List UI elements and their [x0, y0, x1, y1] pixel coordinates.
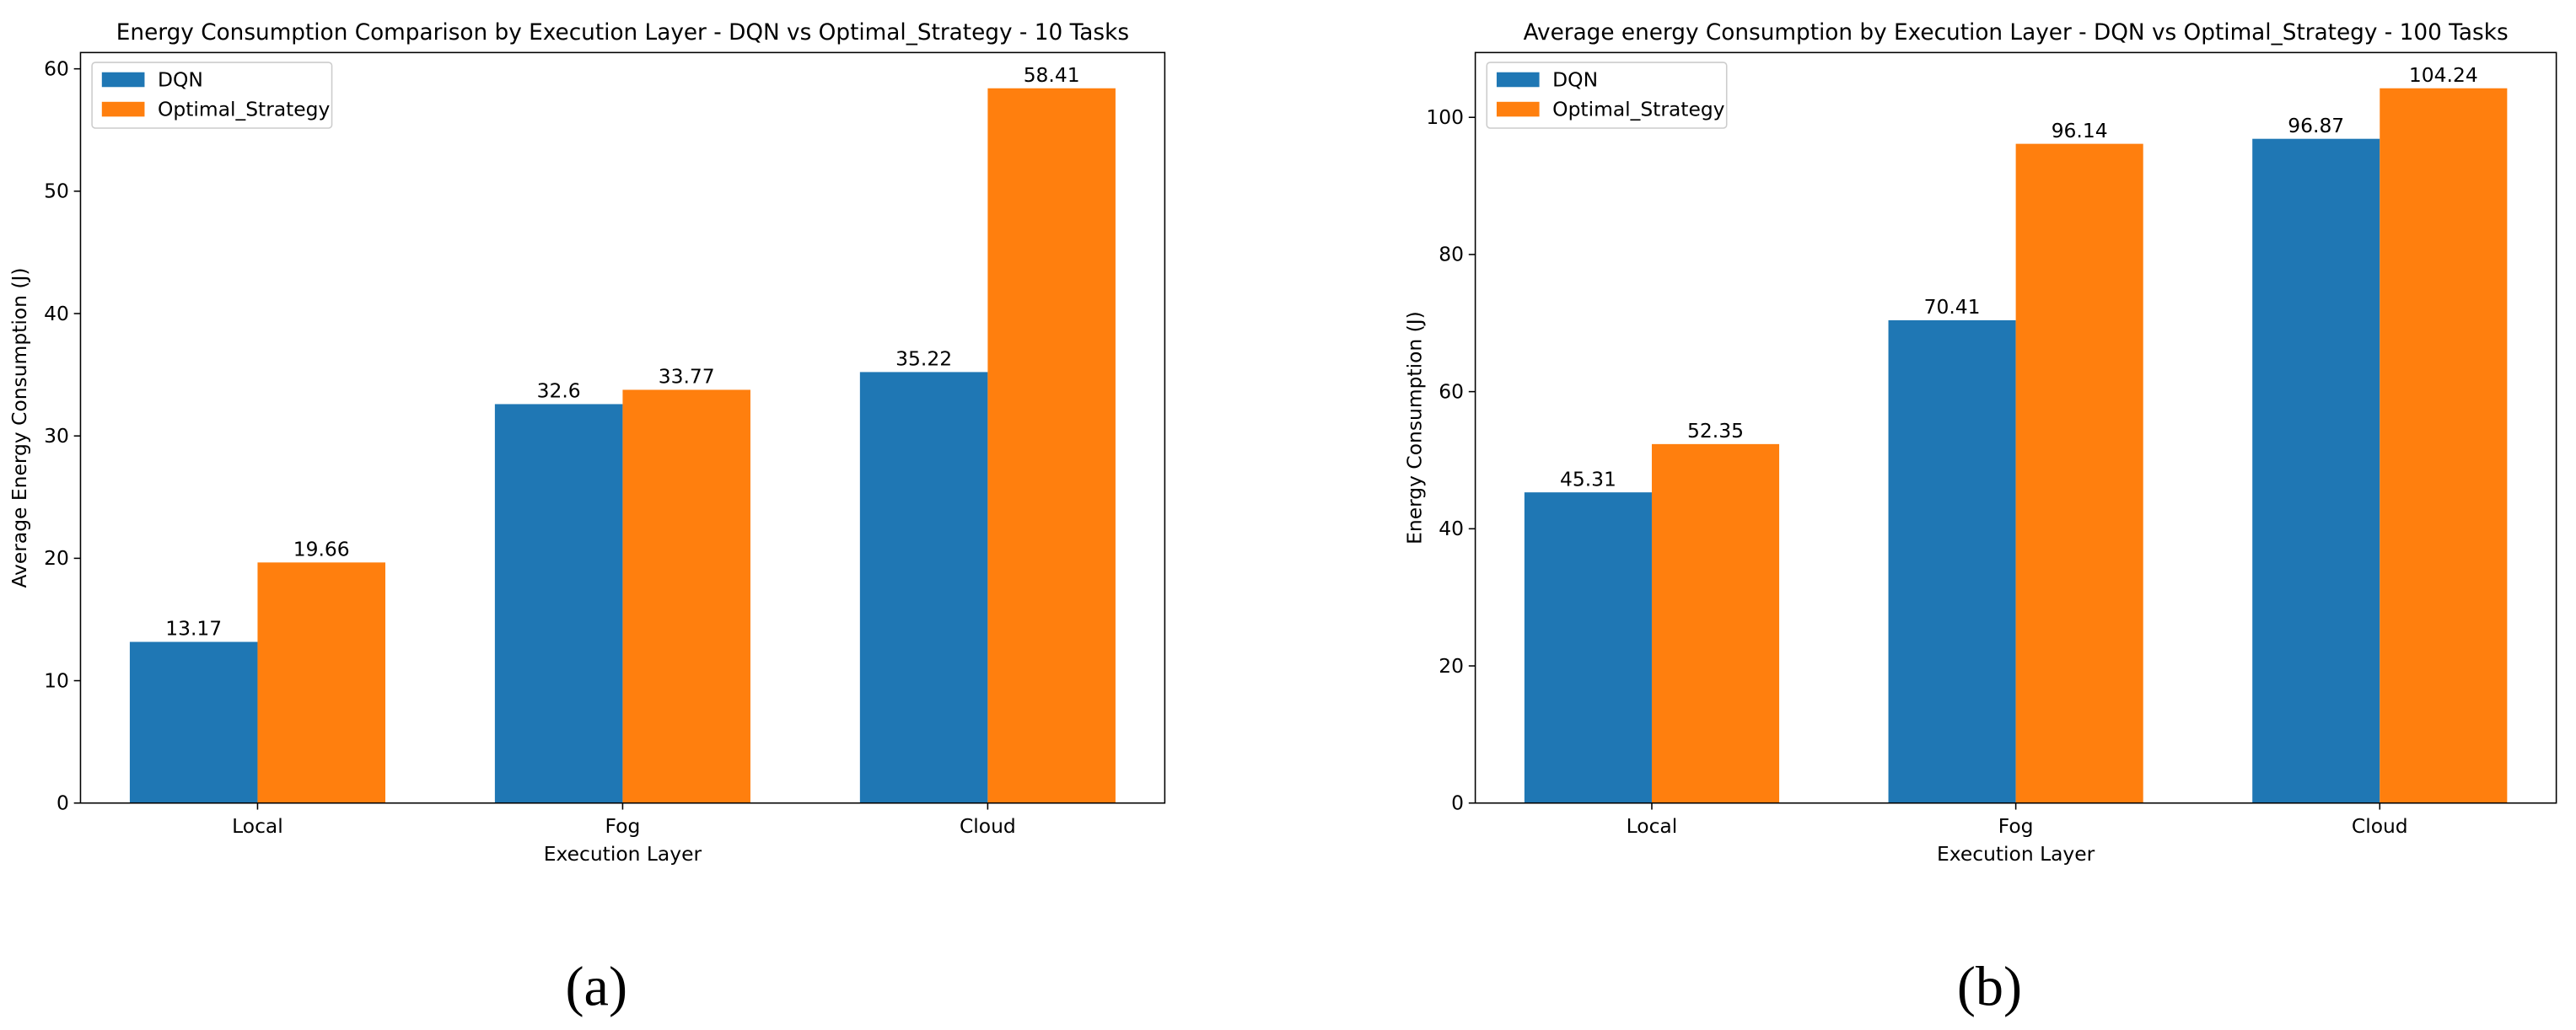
- value-label: 104.24: [2409, 63, 2478, 87]
- y-tick-label: 40: [1439, 517, 1464, 540]
- chart-title: Energy Consumption Comparison by Executi…: [116, 20, 1129, 46]
- y-tick-label: 20: [44, 546, 69, 570]
- y-tick-label: 0: [56, 791, 69, 815]
- value-label: 13.17: [165, 617, 222, 641]
- bar: [2252, 138, 2380, 803]
- legend-swatch: [101, 101, 145, 117]
- value-label: 19.66: [293, 538, 350, 561]
- x-tick-label: Fog: [1998, 814, 2034, 838]
- legend-swatch: [1496, 101, 1540, 117]
- y-tick-label: 20: [1439, 654, 1464, 678]
- bar: [859, 372, 988, 803]
- y-tick-label: 100: [1426, 105, 1464, 129]
- bar: [2015, 143, 2143, 803]
- x-axis-label: Execution Layer: [1937, 842, 2095, 866]
- value-label: 70.41: [1924, 295, 1981, 319]
- x-tick-label: Fog: [605, 814, 641, 838]
- value-label: 32.6: [537, 379, 581, 403]
- bar: [257, 562, 385, 803]
- legend-label: Optimal_Strategy: [158, 97, 330, 121]
- y-tick-label: 0: [1451, 791, 1464, 815]
- legend-label: Optimal_Strategy: [1552, 97, 1724, 121]
- bar: [494, 404, 623, 803]
- legend-box: [1486, 62, 1728, 129]
- bar: [1651, 443, 1780, 803]
- legend-swatch: [101, 72, 145, 88]
- value-label: 35.22: [895, 347, 952, 371]
- value-label: 45.31: [1560, 467, 1616, 491]
- panel-label: (a): [565, 956, 627, 1017]
- y-tick-label: 60: [44, 56, 69, 80]
- x-tick-label: Cloud: [2352, 814, 2408, 838]
- y-tick-label: 50: [44, 180, 69, 203]
- bar: [1524, 492, 1652, 803]
- legend-label: DQN: [158, 67, 203, 91]
- y-tick-label: 60: [1439, 379, 1464, 403]
- x-tick-label: Local: [232, 814, 283, 838]
- legend-box: [91, 62, 333, 129]
- panel-label: (b): [1957, 956, 2022, 1017]
- chart-title: Average energy Consumption by Execution …: [1524, 20, 2509, 46]
- y-tick-label: 80: [1439, 243, 1464, 266]
- bar: [987, 88, 1116, 803]
- legend-swatch: [1496, 72, 1540, 88]
- value-label: 33.77: [659, 365, 715, 389]
- x-axis-label: Execution Layer: [544, 842, 702, 866]
- bar: [2380, 88, 2508, 803]
- bar: [129, 641, 258, 803]
- y-tick-label: 30: [44, 424, 69, 448]
- y-axis-label: Energy Consumption (J): [1402, 311, 1426, 545]
- bar: [622, 389, 750, 803]
- y-axis-label: Average Energy Consumption (J): [8, 268, 31, 588]
- y-tick-label: 40: [44, 302, 69, 325]
- value-label: 58.41: [1024, 63, 1080, 87]
- x-tick-label: Cloud: [960, 814, 1016, 838]
- x-tick-label: Local: [1627, 814, 1678, 838]
- value-label: 96.14: [2052, 119, 2108, 142]
- y-tick-label: 10: [44, 668, 69, 692]
- value-label: 96.87: [2288, 114, 2344, 137]
- bar: [1888, 319, 2016, 803]
- legend-label: DQN: [1552, 67, 1598, 91]
- value-label: 52.35: [1687, 419, 1744, 443]
